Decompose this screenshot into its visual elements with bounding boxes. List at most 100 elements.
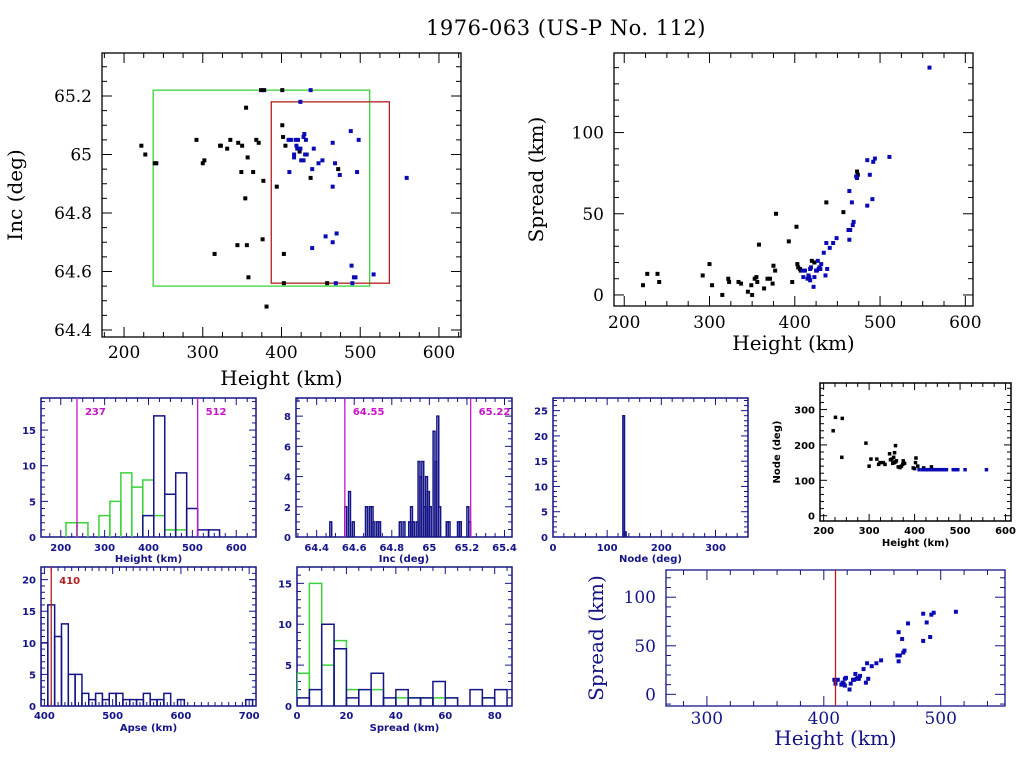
plot-area <box>831 415 989 472</box>
y-axis-label: Node (deg) <box>772 421 783 484</box>
histogram-bar-green <box>395 697 409 706</box>
data-point-blue <box>921 467 925 472</box>
y-tick-label: 20 <box>534 432 548 443</box>
data-point-blue <box>937 467 942 472</box>
histogram-bar-green <box>370 688 385 706</box>
data-point-black <box>657 279 662 284</box>
data-point-black <box>765 276 770 281</box>
chart-spread-histogram: 0 20 40 60 80 0 5 10 15 Spread (km) <box>278 566 513 734</box>
y-tick-label: 300 <box>794 406 815 417</box>
chart-apse-histogram: 400 500 600 700 0 5 10 15 20 Apse (km) 410 <box>22 566 260 734</box>
data-point-black <box>200 161 205 166</box>
data-point-blue <box>310 246 315 251</box>
data-point-black <box>244 243 249 248</box>
histogram-bar-navy <box>411 521 416 537</box>
data-point-blue <box>935 467 940 472</box>
data-point-blue <box>301 158 306 163</box>
y-tick-label: 15 <box>278 579 292 590</box>
data-point-blue <box>931 610 936 615</box>
x-tick-label: 300 <box>187 343 219 363</box>
data-point-blue <box>931 467 935 472</box>
data-point-blue <box>905 621 910 626</box>
data-point-blue <box>847 687 852 692</box>
y-tick-label: 20 <box>22 576 36 587</box>
data-point-blue <box>811 284 816 289</box>
x-tick-label: 300 <box>94 543 115 554</box>
y-tick-label: 5 <box>29 497 36 508</box>
x-tick-label: 20 <box>339 711 353 722</box>
data-point-black <box>899 464 904 468</box>
histogram-bar-green <box>444 697 459 706</box>
plot-frame <box>40 566 257 707</box>
y-tick-label: 0 <box>29 533 36 544</box>
y-tick-label: 0 <box>645 685 656 705</box>
data-point-black <box>893 443 898 448</box>
x-axis-label: Apse (km) <box>120 723 177 734</box>
data-point-blue <box>295 146 300 151</box>
histogram-bar-navy <box>447 521 451 537</box>
y-tick-label: 65.2 <box>54 87 92 107</box>
x-tick-label: 64.8 <box>379 543 404 554</box>
x-tick-label: 40 <box>389 711 403 722</box>
histogram-bar-navy <box>297 697 311 706</box>
y-tick-label: 0 <box>593 286 604 306</box>
data-point-blue <box>917 467 921 472</box>
data-point-blue <box>303 137 308 142</box>
y-tick-label: 4 <box>284 473 291 484</box>
data-point-blue <box>812 275 817 280</box>
data-point-blue <box>861 667 866 672</box>
data-point-blue <box>927 65 932 70</box>
x-axis-label: Inc (deg) <box>379 554 430 565</box>
plot-area <box>622 414 627 537</box>
x-tick-label: 500 <box>924 709 956 729</box>
data-point-blue <box>963 467 967 472</box>
data-point-black <box>750 292 755 297</box>
data-point-black <box>727 279 732 284</box>
data-point-blue <box>924 467 928 472</box>
data-point-black <box>762 286 767 291</box>
data-point-black <box>749 283 754 288</box>
data-point-blue <box>865 203 870 208</box>
histogram-bar-navy <box>419 697 434 706</box>
data-point-blue <box>951 467 955 472</box>
x-tick-label: 0 <box>294 711 301 722</box>
data-point-blue <box>337 172 342 177</box>
y-tick-label: 50 <box>582 205 604 225</box>
data-point-black <box>864 441 868 445</box>
data-point-blue <box>298 99 303 104</box>
histogram-bar-navy <box>437 506 442 537</box>
data-point-blue <box>855 176 860 181</box>
data-point-blue <box>835 677 840 682</box>
data-point-blue <box>870 197 875 202</box>
y-tick-label: 100 <box>572 124 604 144</box>
histogram-bar-navy <box>370 672 385 706</box>
data-point-blue <box>851 219 856 224</box>
data-point-black <box>921 466 926 470</box>
data-point-blue <box>831 240 836 245</box>
histogram-bar-navy <box>207 529 221 537</box>
histogram-bar-navy <box>333 648 348 706</box>
y-tick-label: 0 <box>541 533 548 544</box>
x-tick-label: 600 <box>995 526 1016 537</box>
data-point-black <box>896 465 900 469</box>
data-point-black <box>202 158 207 163</box>
x-tick-label: 200 <box>608 313 640 333</box>
data-point-blue <box>956 467 960 472</box>
data-point-black <box>786 239 791 244</box>
x-axis-label: Height (km) <box>732 331 854 355</box>
data-point-black <box>756 242 761 247</box>
plot-frame <box>819 382 1012 522</box>
y-tick-label: 10 <box>534 482 548 493</box>
data-point-black <box>755 279 760 284</box>
histogram-bar-navy <box>469 688 484 706</box>
data-point-blue <box>292 155 297 160</box>
data-point-blue <box>803 268 808 273</box>
data-point-blue <box>847 189 852 194</box>
data-point-blue <box>895 653 900 658</box>
data-point-blue <box>808 265 813 270</box>
data-point-black <box>894 459 899 463</box>
y-axis-label: Inc (deg) <box>3 149 27 240</box>
plot-area <box>139 88 409 309</box>
data-point-blue <box>333 161 338 166</box>
data-point-blue <box>872 156 877 161</box>
